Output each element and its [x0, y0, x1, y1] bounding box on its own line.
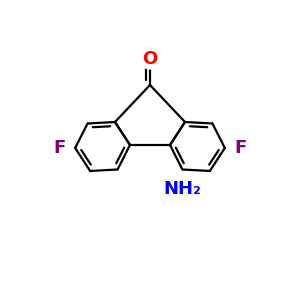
Text: O: O [142, 50, 158, 68]
Circle shape [169, 176, 195, 202]
Text: F: F [53, 139, 65, 157]
Circle shape [140, 49, 160, 69]
Text: F: F [235, 139, 247, 157]
Circle shape [50, 139, 68, 157]
Circle shape [232, 139, 250, 157]
Text: NH₂: NH₂ [164, 181, 201, 199]
